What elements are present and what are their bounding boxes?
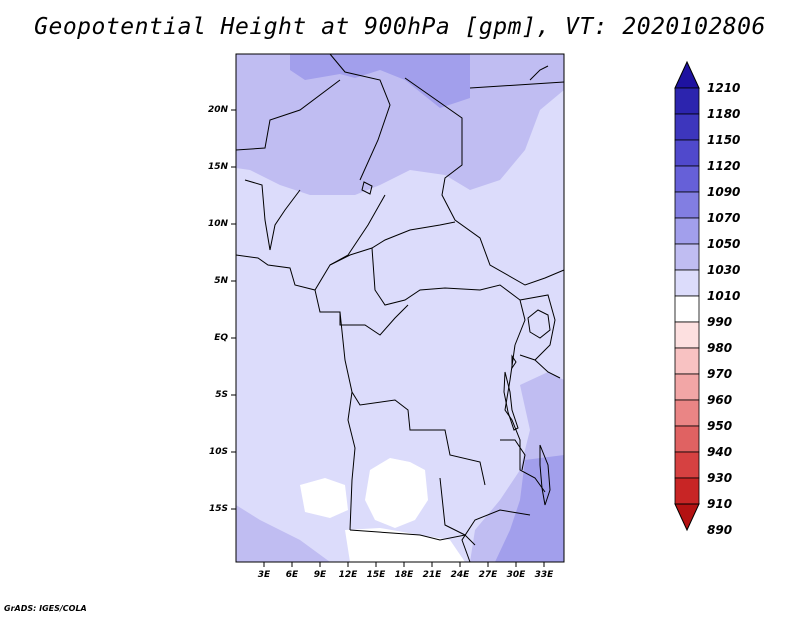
lat-label-10n: 10N	[207, 219, 228, 229]
lake-tanganyika	[503, 371, 519, 431]
lon-label-3e: 3E	[257, 570, 271, 580]
lake-chad	[361, 181, 373, 195]
colorbar-segment	[674, 165, 700, 193]
lat-label-15n: 15N	[207, 162, 228, 172]
lon-label-15e: 15E	[366, 570, 386, 580]
lon-label-24e: 24E	[450, 570, 470, 580]
lon-label-18e: 18E	[394, 570, 414, 580]
credit-label: GrADS: IGES/COLA	[4, 604, 87, 613]
colorbar-label: 1010	[707, 289, 741, 303]
colorbar-label: 970	[707, 367, 733, 381]
colorbar-label: 990	[707, 315, 733, 329]
colorbar-label: 890	[707, 523, 733, 537]
water-bodies	[361, 65, 551, 506]
map-frame	[235, 53, 565, 563]
lon-label-21e: 21E	[422, 570, 442, 580]
lat-label-eq: EQ	[214, 333, 228, 343]
colorbar-top-arrow	[674, 60, 700, 89]
lat-label-10s: 10S	[208, 447, 228, 457]
colorbar-label: 960	[707, 393, 733, 407]
field-1010-zone-a	[300, 478, 348, 518]
colorbar-label: 1030	[707, 263, 741, 277]
colorbar-segment	[674, 243, 700, 271]
lon-ticks	[263, 562, 545, 567]
colorbar-label: 1180	[707, 107, 741, 121]
colorbar-label: 1150	[707, 133, 741, 147]
lon-label-6e: 6E	[285, 570, 299, 580]
lat-label-15s: 15S	[208, 504, 228, 514]
colorbar-label: 980	[707, 341, 733, 355]
colorbar-segment	[674, 347, 700, 375]
lake-kivu	[511, 354, 517, 370]
colorbar-segment	[674, 269, 700, 297]
colorbar-segment	[674, 217, 700, 245]
map-panel	[231, 53, 565, 567]
lon-label-12e: 12E	[338, 570, 358, 580]
colorbar-label: 1090	[707, 185, 741, 199]
colorbar-label: 1210	[707, 81, 741, 95]
colorbar-label: 940	[707, 445, 733, 459]
colorbar-segment	[674, 191, 700, 219]
field-1010-zone-b	[365, 458, 428, 528]
lon-label-33e: 33E	[534, 570, 554, 580]
field-1030-north	[236, 54, 564, 195]
colorbar-segment	[674, 295, 700, 323]
field-1050-southeast	[495, 455, 564, 562]
colorbar-segment	[674, 451, 700, 479]
lon-label-9e: 9E	[313, 570, 327, 580]
lake-malawi	[539, 444, 551, 506]
lat-label-5n: 5N	[214, 276, 228, 286]
field-1010-zone-c	[345, 528, 465, 562]
colorbar-segment	[674, 321, 700, 349]
colorbar-label: 1050	[707, 237, 741, 251]
lon-label-27e: 27E	[478, 570, 498, 580]
colorbar-segment	[674, 139, 700, 167]
field-1050-north	[290, 54, 470, 108]
lat-label-5s: 5S	[215, 390, 228, 400]
map-title: Geopotential Height at 900hPa [gpm], VT:…	[34, 14, 766, 40]
field-1030-southwest	[236, 505, 330, 562]
lon-label-30e: 30E	[506, 570, 526, 580]
lat-label-20n: 20N	[207, 105, 228, 115]
colorbar-bottom-arrow	[674, 503, 700, 532]
colorbar	[674, 60, 700, 532]
colorbar-label: 930	[707, 471, 733, 485]
lake-victoria	[527, 309, 551, 339]
lat-ticks	[231, 109, 236, 510]
colorbar-label: 1070	[707, 211, 741, 225]
colorbar-label: 1120	[707, 159, 741, 173]
colorbar-segment	[674, 373, 700, 401]
colorbar-segment	[674, 87, 700, 115]
colorbar-segment	[674, 425, 700, 453]
colorbar-segment	[674, 399, 700, 427]
colorbar-label: 910	[707, 497, 733, 511]
colorbar-label: 950	[707, 419, 733, 433]
country-borders	[235, 53, 565, 563]
colorbar-segment	[674, 477, 700, 505]
colorbar-segment	[674, 113, 700, 141]
red-sea-coast	[529, 65, 549, 81]
